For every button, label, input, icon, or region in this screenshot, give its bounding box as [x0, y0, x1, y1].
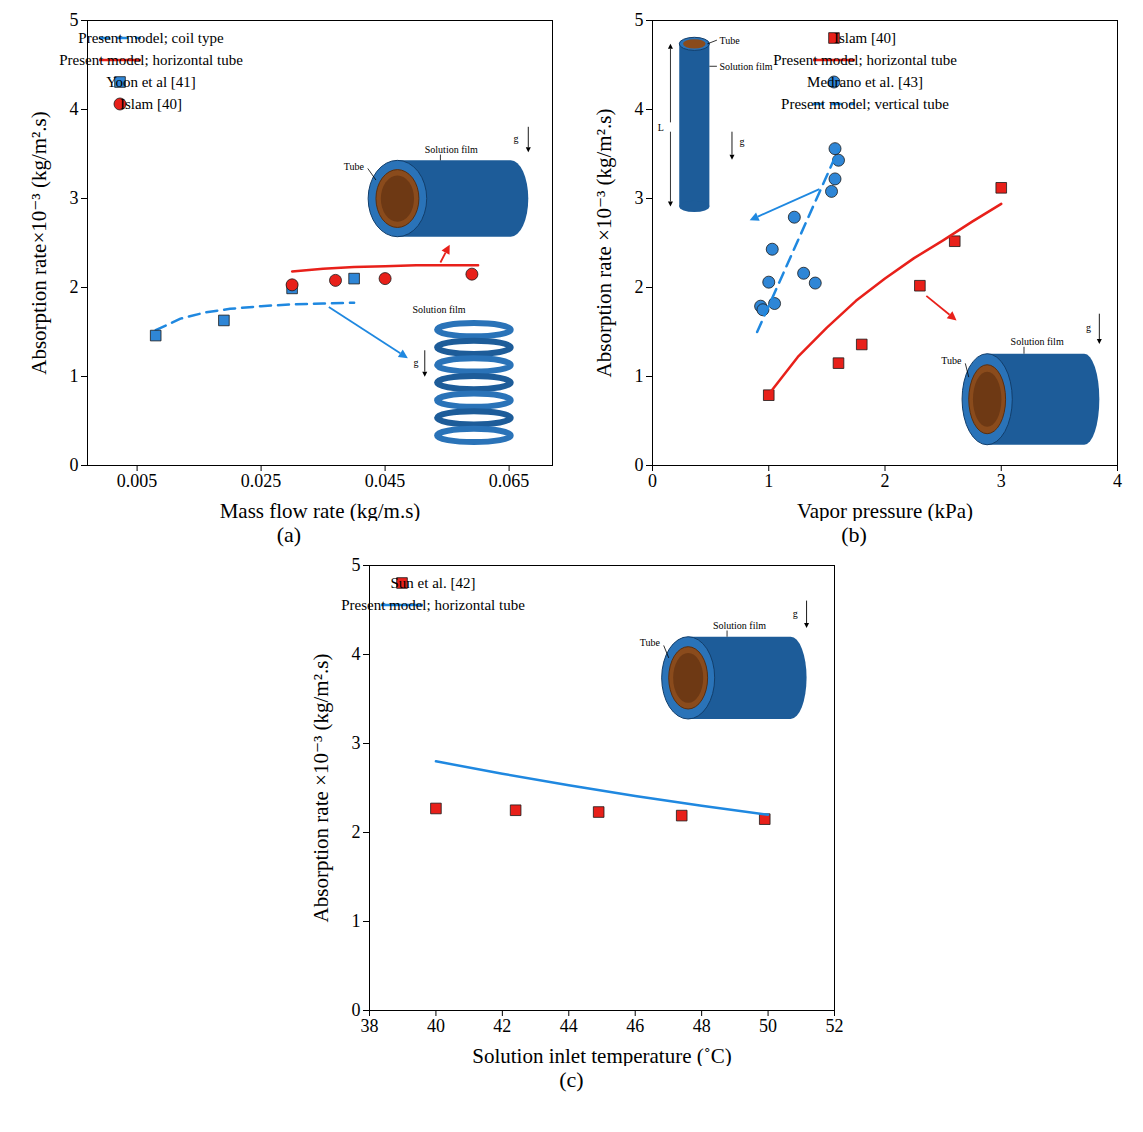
svg-text:5: 5: [352, 555, 361, 575]
svg-text:Solution film: Solution film: [1010, 336, 1063, 347]
svg-text:4: 4: [1113, 471, 1122, 491]
svg-text:52: 52: [826, 1016, 844, 1036]
svg-text:42: 42: [493, 1016, 511, 1036]
svg-text:g: g: [739, 136, 744, 147]
svg-text:0: 0: [69, 455, 78, 475]
svg-text:5: 5: [634, 10, 643, 30]
svg-text:4: 4: [634, 99, 643, 119]
svg-text:Sun et al. [42]: Sun et al. [42]: [391, 575, 476, 591]
svg-text:Islam [40]: Islam [40]: [833, 30, 895, 46]
svg-text:2: 2: [880, 471, 889, 491]
svg-text:Vapor pressure (kPa): Vapor pressure (kPa): [796, 499, 972, 522]
svg-text:0: 0: [648, 471, 657, 491]
svg-text:1: 1: [352, 911, 361, 931]
svg-text:Absorption rate ×10⁻³ (kg/m².s: Absorption rate ×10⁻³ (kg/m².s): [309, 654, 333, 923]
svg-text:g: g: [513, 133, 518, 144]
svg-text:2: 2: [352, 822, 361, 842]
svg-text:4: 4: [352, 644, 361, 664]
svg-text:0.045: 0.045: [364, 471, 405, 491]
svg-text:3: 3: [634, 188, 643, 208]
svg-text:Tube: Tube: [719, 35, 740, 46]
svg-text:4: 4: [69, 99, 78, 119]
svg-text:Present model; horizontal tube: Present model; horizontal tube: [341, 597, 525, 613]
svg-text:3: 3: [996, 471, 1005, 491]
svg-text:3: 3: [352, 733, 361, 753]
svg-text:5: 5: [69, 10, 78, 30]
svg-text:0: 0: [352, 1000, 361, 1020]
svg-text:Present model; horizontal tube: Present model; horizontal tube: [773, 52, 957, 68]
svg-text:46: 46: [626, 1016, 644, 1036]
svg-text:2: 2: [69, 277, 78, 297]
svg-text:Yoon et al [41]: Yoon et al [41]: [106, 74, 196, 90]
svg-text:g: g: [413, 357, 418, 368]
svg-text:Solution inlet temperature (˚C: Solution inlet temperature (˚C): [472, 1044, 732, 1067]
html-text:(a): (a): [276, 522, 302, 547]
html-text:(c): (c): [559, 1067, 584, 1092]
svg-text:40: 40: [427, 1016, 445, 1036]
svg-text:Present model; coil type: Present model; coil type: [78, 30, 224, 46]
svg-text:0.025: 0.025: [240, 471, 281, 491]
svg-text:1: 1: [764, 471, 773, 491]
svg-text:0: 0: [634, 455, 643, 475]
svg-text:Tube: Tube: [343, 161, 364, 172]
svg-text:Solution film: Solution film: [412, 304, 465, 315]
svg-text:Islam [40]: Islam [40]: [119, 96, 181, 112]
svg-text:0.005: 0.005: [116, 471, 157, 491]
svg-text:Solution film: Solution film: [713, 620, 766, 631]
svg-text:3: 3: [69, 188, 78, 208]
svg-text:L: L: [657, 122, 663, 133]
svg-text:g: g: [793, 608, 798, 619]
svg-text:48: 48: [693, 1016, 711, 1036]
svg-text:Mass flow rate (kg/m.s): Mass flow rate (kg/m.s): [219, 499, 420, 522]
svg-text:44: 44: [560, 1016, 578, 1036]
svg-text:Medrano et al. [43]: Medrano et al. [43]: [807, 74, 923, 90]
svg-text:1: 1: [69, 366, 78, 386]
svg-text:Tube: Tube: [640, 637, 661, 648]
svg-text:Tube: Tube: [941, 355, 962, 366]
svg-text:38: 38: [361, 1016, 379, 1036]
svg-text:50: 50: [759, 1016, 777, 1036]
svg-text:2: 2: [634, 277, 643, 297]
svg-text:Absorption rate×10⁻³ (kg/m².s): Absorption rate×10⁻³ (kg/m².s): [27, 111, 51, 375]
svg-text:Absorption rate ×10⁻³ (kg/m².s: Absorption rate ×10⁻³ (kg/m².s): [592, 109, 616, 378]
svg-text:Solution film: Solution film: [424, 144, 477, 155]
svg-text:g: g: [1085, 322, 1090, 333]
svg-text:1: 1: [634, 366, 643, 386]
svg-text:Solution film: Solution film: [719, 61, 772, 72]
html-text:(b): (b): [841, 522, 867, 547]
svg-text:0.065: 0.065: [488, 471, 528, 491]
svg-text:Present model; vertical tube: Present model; vertical tube: [781, 96, 949, 112]
svg-text:Present model; horizontal tube: Present model; horizontal tube: [59, 52, 243, 68]
